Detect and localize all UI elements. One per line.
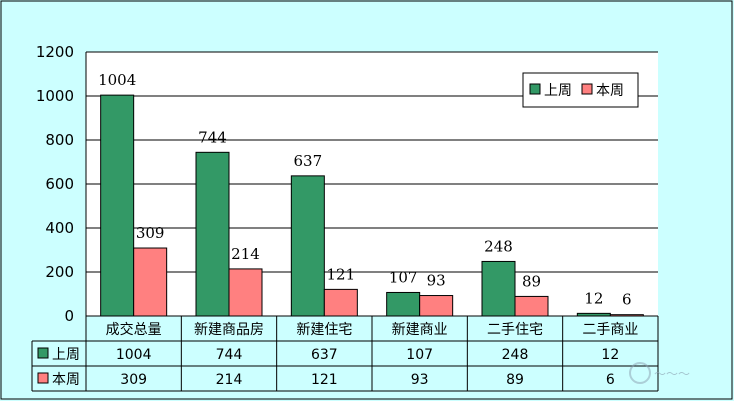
legend-label: 上周 [544,83,572,99]
x-tick-label: 新建商业 [392,322,448,338]
table-cell: 6 [606,372,615,388]
data-label: 93 [427,272,446,290]
data-label: 637 [294,152,323,170]
x-tick-label: 成交总量 [106,321,162,338]
bar [133,247,168,317]
bar [419,295,454,317]
table-cell: 248 [502,347,529,363]
x-tick-label: 二手商业 [582,322,638,338]
bar [195,151,230,317]
y-tick-label: 1000 [36,87,74,105]
y-tick-label: 200 [45,263,74,281]
data-label: 121 [327,265,356,283]
legend-key [529,83,541,95]
bar [481,260,516,317]
y-tick-label: 400 [45,219,74,237]
y-tick-label: 0 [64,307,74,325]
table-cell: 107 [406,347,433,363]
legend-key [581,83,593,95]
y-tick-label: 600 [45,175,74,193]
watermark-logo: 〜〜〜 [629,362,690,384]
table-cell: 89 [506,372,524,388]
data-label: 214 [231,245,260,263]
x-tick-label: 新建商品房 [194,322,264,338]
y-tick-label: 1200 [36,43,74,61]
table-cell: 309 [120,372,147,388]
table-cell: 1004 [116,347,152,363]
data-label: 107 [389,268,418,286]
data-label: 89 [522,272,541,290]
legend-box [522,72,639,108]
bar [386,291,421,317]
data-label: 248 [484,237,513,255]
legend: 上周 本周 [522,72,639,108]
table-series-name: 上周 [52,347,80,363]
svg-text:〜〜〜: 〜〜〜 [654,367,690,381]
bar [228,268,263,317]
table-cell: 744 [216,347,243,363]
x-tick-label: 二手住宅 [487,322,543,338]
bar [290,175,325,317]
data-label: 12 [584,289,603,307]
data-label: 6 [622,291,632,309]
bar [514,295,549,317]
y-tick-label: 800 [45,131,74,149]
table-cell: 12 [601,347,619,363]
table-cell: 214 [216,372,243,388]
legend-label: 本周 [596,83,624,99]
gridlines [85,51,658,317]
y-axis-ticks: 0 200 400 600 800 1000 1200 [36,43,74,325]
x-tick-label: 新建住宅 [296,322,352,338]
table-cell: 121 [311,372,338,388]
table-series-name: 本周 [52,372,80,388]
bars [100,94,644,317]
bar [323,288,358,317]
data-label: 309 [136,224,165,242]
table-legend-key [37,347,49,359]
table-cell: 637 [311,347,338,363]
table-cell: 93 [411,372,429,388]
data-label: 744 [198,128,227,146]
bar [100,94,135,317]
data-labels: 1004 309 744 214 637 121 107 93 248 89 12 6 [98,71,632,309]
table-legend-key [37,372,49,384]
data-label: 1004 [98,71,136,89]
